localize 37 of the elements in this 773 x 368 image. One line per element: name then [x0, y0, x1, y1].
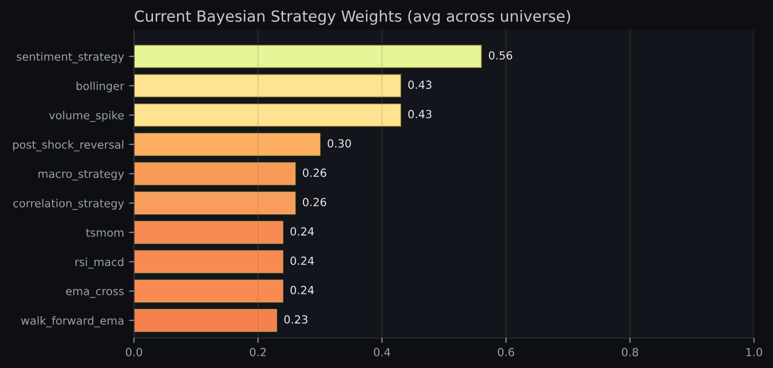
data-label: 0.30	[328, 139, 351, 148]
data-label: 0.43	[408, 110, 432, 118]
x-tick-label: 0.8	[622, 348, 638, 356]
x-tick-label: 0.6	[498, 348, 514, 356]
y-tick-label: bollinger	[76, 82, 124, 92]
y-tick-label: macro_strategy	[38, 170, 124, 180]
y-tick-label: sentiment_strategy	[16, 52, 124, 64]
data-label: 0.43	[408, 80, 432, 89]
data-label: 0.26	[302, 198, 326, 206]
bar	[134, 162, 296, 186]
bar	[134, 104, 402, 127]
x-tick-label: 0.4	[374, 348, 390, 356]
y-tick-label: volume_spike	[49, 110, 124, 122]
data-label: 0.24	[290, 286, 314, 294]
data-label: 0.24	[290, 256, 314, 265]
x-tick-label: 0.2	[250, 348, 266, 356]
y-tick-label: correlation_strategy	[13, 198, 124, 210]
bar	[134, 280, 284, 303]
y-tick-label: ema_cross	[66, 288, 124, 298]
data-label: 0.24	[290, 227, 314, 236]
bar	[134, 44, 482, 68]
y-tick-label: tsmom	[86, 228, 124, 237]
bar	[134, 220, 284, 244]
y-tick-label: post_shock_reversal	[13, 140, 124, 152]
x-tick-label: 1.0	[746, 348, 762, 356]
bar	[134, 192, 296, 215]
x-tick-label: 0.0	[126, 348, 142, 356]
data-label: 0.23	[284, 315, 308, 324]
data-label: 0.56	[488, 51, 512, 60]
bar	[134, 132, 321, 156]
bar	[134, 308, 278, 332]
data-label: 0.26	[302, 168, 326, 177]
bar	[134, 74, 402, 98]
y-tick-label: rsi_macd	[75, 258, 124, 269]
y-tick-label: walk_forward_ema	[21, 316, 124, 328]
chart-title: Current Bayesian Strategy Weights (avg across universe)	[134, 10, 570, 25]
bar	[134, 250, 284, 274]
